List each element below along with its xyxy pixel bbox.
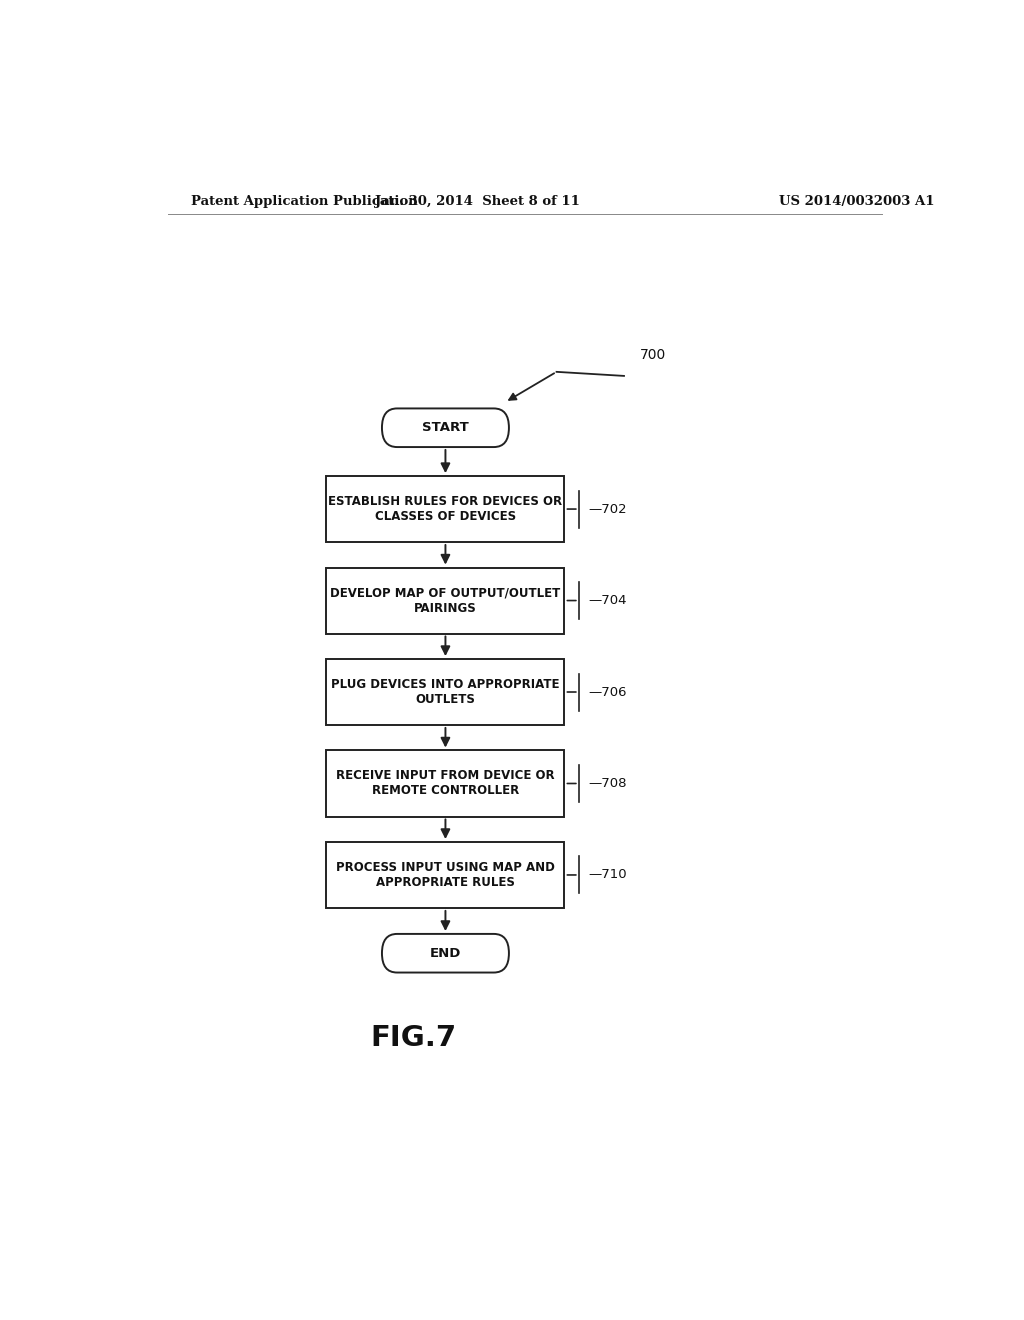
Text: —706: —706	[588, 685, 627, 698]
Text: END: END	[430, 946, 461, 960]
Text: PLUG DEVICES INTO APPROPRIATE
OUTLETS: PLUG DEVICES INTO APPROPRIATE OUTLETS	[331, 678, 560, 706]
Text: Patent Application Publication: Patent Application Publication	[191, 194, 418, 207]
FancyBboxPatch shape	[327, 842, 564, 908]
Text: Jan. 30, 2014  Sheet 8 of 11: Jan. 30, 2014 Sheet 8 of 11	[375, 194, 580, 207]
Text: —702: —702	[588, 503, 627, 516]
Text: RECEIVE INPUT FROM DEVICE OR
REMOTE CONTROLLER: RECEIVE INPUT FROM DEVICE OR REMOTE CONT…	[336, 770, 555, 797]
Text: —710: —710	[588, 869, 627, 882]
FancyBboxPatch shape	[382, 935, 509, 973]
FancyBboxPatch shape	[327, 751, 564, 817]
FancyBboxPatch shape	[382, 408, 509, 447]
Text: 700: 700	[640, 347, 667, 362]
Text: PROCESS INPUT USING MAP AND
APPROPRIATE RULES: PROCESS INPUT USING MAP AND APPROPRIATE …	[336, 861, 555, 888]
Text: —708: —708	[588, 777, 627, 789]
Text: —704: —704	[588, 594, 627, 607]
FancyBboxPatch shape	[327, 477, 564, 543]
FancyBboxPatch shape	[327, 659, 564, 725]
Text: US 2014/0032003 A1: US 2014/0032003 A1	[778, 194, 934, 207]
Text: START: START	[422, 421, 469, 434]
FancyBboxPatch shape	[327, 568, 564, 634]
Text: DEVELOP MAP OF OUTPUT/OUTLET
PAIRINGS: DEVELOP MAP OF OUTPUT/OUTLET PAIRINGS	[331, 586, 560, 615]
Text: FIG.7: FIG.7	[371, 1023, 457, 1052]
Text: ESTABLISH RULES FOR DEVICES OR
CLASSES OF DEVICES: ESTABLISH RULES FOR DEVICES OR CLASSES O…	[329, 495, 562, 523]
